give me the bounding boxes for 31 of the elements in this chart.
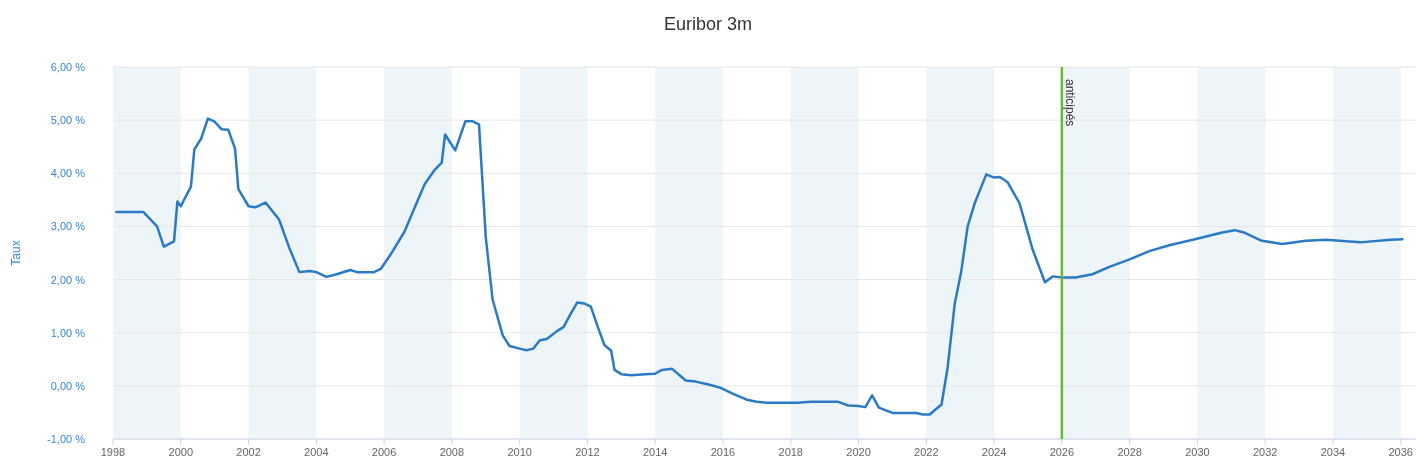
x-tick-label: 2020 — [846, 446, 871, 458]
x-tick-label: 2016 — [710, 446, 736, 458]
x-tick-label: 2006 — [371, 446, 397, 458]
y-tick-label: 4,00 % — [50, 167, 86, 180]
x-tick-label: 2036 — [1388, 446, 1413, 458]
y-tick-label: 3,00 % — [50, 220, 86, 233]
x-tick-label: 2012 — [575, 446, 600, 458]
y-axis-title: Taux — [9, 240, 23, 266]
x-tick-label: 2026 — [1049, 446, 1075, 458]
x-tick-label: 2004 — [304, 446, 329, 458]
x-tick-label: 2034 — [1320, 446, 1346, 458]
x-tick-label: 2000 — [168, 446, 194, 458]
y-tick-label: -1,00 % — [47, 433, 86, 445]
y-tick-label: 5,00 % — [50, 114, 86, 127]
y-tick-label: 1,00 % — [50, 326, 86, 339]
x-tick-label: 2032 — [1252, 446, 1278, 458]
x-tick-label: 2018 — [778, 446, 804, 458]
x-tick-label: 2002 — [236, 446, 261, 458]
x-tick-label: 2008 — [439, 446, 465, 458]
x-tick-label: 2028 — [1117, 446, 1142, 458]
x-tick-label: 1998 — [100, 446, 126, 458]
y-tick-label: 0,00 % — [50, 379, 86, 392]
ref-line-label: anticipés — [1062, 79, 1077, 127]
x-tick-label: 2024 — [981, 446, 1007, 458]
x-tick-label: 2030 — [1185, 446, 1210, 458]
x-tick-label: 2022 — [914, 446, 939, 458]
y-tick-label: 2,00 % — [50, 273, 86, 286]
chart-title: Euribor 3m — [663, 14, 753, 34]
x-tick-label: 2014 — [642, 446, 668, 458]
x-tick-label: 2010 — [507, 446, 532, 458]
y-tick-label: 6,00 % — [50, 61, 86, 73]
